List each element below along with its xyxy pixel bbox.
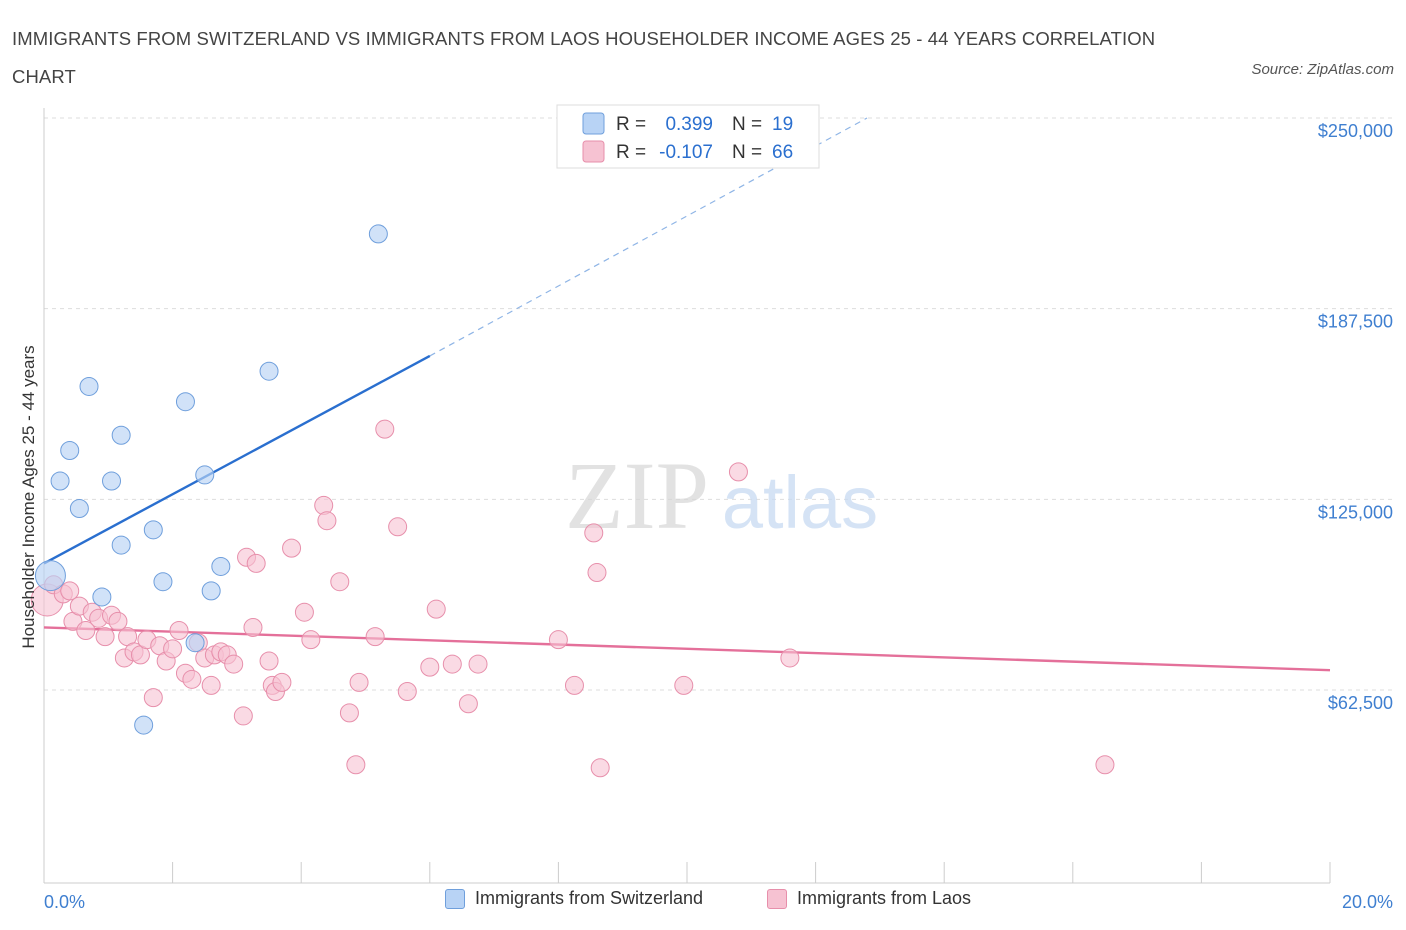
point-laos-9	[95, 627, 115, 647]
point-laos-51	[397, 682, 417, 702]
point-switzerland-15	[211, 556, 231, 576]
legend-r-value-1: 0.399	[665, 114, 713, 135]
point-switzerland-18	[134, 715, 154, 735]
series-switzerland-points	[34, 224, 388, 735]
point-switzerland-0	[34, 560, 66, 592]
point-laos-40	[294, 602, 314, 622]
point-laos-26	[201, 675, 221, 695]
point-laos-50	[388, 517, 408, 537]
point-laos-45	[339, 703, 359, 723]
point-laos-63	[728, 462, 748, 482]
point-laos-17	[143, 688, 163, 708]
point-laos-3	[60, 581, 80, 601]
trend-switzerland	[43, 354, 431, 565]
y-tick-label-3: $250,000	[1318, 121, 1393, 141]
point-laos-43	[317, 511, 337, 531]
point-laos-55	[458, 694, 478, 714]
point-laos-57	[548, 630, 568, 650]
series-laos-points	[30, 419, 1115, 778]
legend-label-laos: Immigrants from Laos	[797, 888, 972, 908]
axes	[43, 108, 1331, 884]
point-laos-21	[169, 621, 189, 641]
y-tick-label-1: $125,000	[1318, 502, 1393, 522]
legend-swatch-laos-bottom	[767, 888, 787, 909]
point-laos-30	[224, 654, 244, 674]
point-laos-20	[163, 639, 183, 659]
point-switzerland-7	[111, 425, 131, 445]
point-laos-47	[349, 672, 369, 692]
point-switzerland-11	[175, 392, 195, 412]
point-laos-60	[587, 563, 607, 583]
point-laos-56	[468, 654, 488, 674]
point-switzerland-9	[143, 520, 163, 540]
point-laos-23	[182, 669, 202, 689]
point-laos-34	[243, 617, 263, 637]
y-tick-label-0: $62,500	[1328, 693, 1393, 713]
watermark: ZIP atlas	[565, 442, 878, 549]
x-min-label: 0.0%	[44, 892, 85, 912]
legend-n-value-2: 66	[772, 142, 793, 163]
y-tick-labels: $62,500 $125,000 $187,500 $250,000	[1318, 121, 1393, 713]
point-laos-64	[780, 648, 800, 668]
point-laos-11	[108, 611, 128, 631]
legend-item-laos[interactable]: Immigrants from Laos	[767, 888, 971, 909]
point-laos-48	[365, 627, 385, 647]
legend-swatch-switzerland	[582, 112, 605, 135]
legend-swatch-switzerland-bottom	[445, 888, 465, 909]
point-laos-49	[375, 419, 395, 439]
point-switzerland-14	[201, 581, 221, 601]
point-laos-35	[259, 651, 279, 671]
y-axis-label: Householder Income Ages 25 - 44 years	[19, 345, 38, 648]
point-switzerland-12	[185, 633, 205, 653]
point-laos-61	[590, 758, 610, 778]
legend-label-switzerland: Immigrants from Switzerland	[475, 888, 704, 908]
source-credit: Source: ZipAtlas.com	[1251, 61, 1394, 78]
point-laos-46	[346, 755, 366, 775]
trend-switzerland-extension	[429, 117, 868, 357]
point-switzerland-10	[153, 572, 173, 592]
point-laos-31	[233, 706, 253, 726]
point-laos-65	[1095, 755, 1115, 775]
point-laos-52	[420, 657, 440, 677]
trend-lines	[43, 117, 1331, 672]
point-laos-39	[282, 538, 302, 558]
point-switzerland-5	[92, 587, 112, 607]
legend-swatch-laos	[582, 140, 605, 163]
point-switzerland-4	[79, 376, 99, 396]
point-laos-54	[442, 654, 462, 674]
point-laos-38	[272, 672, 292, 692]
point-switzerland-2	[60, 441, 80, 461]
point-laos-41	[301, 630, 321, 650]
point-laos-33	[246, 553, 266, 573]
point-laos-53	[426, 599, 446, 619]
legend-n-label-2: N =	[732, 142, 767, 163]
legend-r-label-2: R =	[616, 142, 651, 163]
chart-title: IMMIGRANTS FROM SWITZERLAND VS IMMIGRANT…	[12, 28, 1156, 87]
point-switzerland-17	[368, 224, 388, 244]
legend-n-value-1: 19	[772, 114, 793, 135]
legend-item-switzerland[interactable]: Immigrants from Switzerland	[445, 888, 703, 909]
point-laos-44	[330, 572, 350, 592]
legend-n-label-1: N =	[732, 114, 767, 135]
point-switzerland-6	[102, 471, 122, 491]
series-legend: Immigrants from Switzerland Immigrants f…	[0, 888, 1406, 918]
legend-r-value-2: -0.107	[659, 142, 713, 163]
watermark-atlas: atlas	[722, 461, 878, 544]
point-laos-59	[584, 523, 604, 543]
legend-r-label-1: R =	[616, 114, 651, 135]
point-laos-62	[674, 675, 694, 695]
point-switzerland-13	[195, 465, 215, 485]
point-switzerland-8	[111, 535, 131, 555]
point-switzerland-1	[50, 471, 70, 491]
point-laos-6	[76, 621, 96, 641]
x-max-label: 20.0%	[1342, 892, 1393, 912]
correlation-legend: R = 0.399 N = 19 R = -0.107 N = 66	[556, 104, 820, 169]
point-laos-58	[564, 675, 584, 695]
point-switzerland-16	[259, 361, 279, 381]
point-switzerland-3	[69, 498, 89, 518]
y-tick-label-2: $187,500	[1318, 312, 1393, 332]
grid-lines	[44, 117, 1393, 691]
